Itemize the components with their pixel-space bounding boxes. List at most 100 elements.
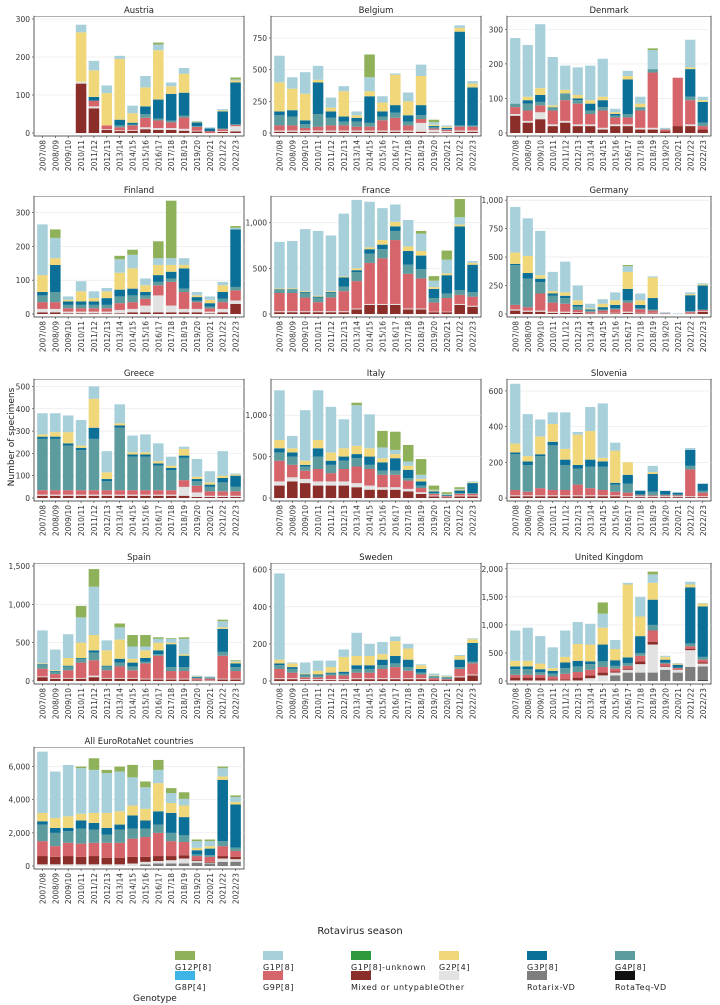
bar-segment xyxy=(454,667,465,669)
bar-segment xyxy=(217,858,228,862)
bar-segment xyxy=(467,675,478,681)
bar-segment xyxy=(622,312,633,314)
bar-segment xyxy=(191,476,203,480)
x-tick-label: 2013/14 xyxy=(353,321,362,352)
bar-segment xyxy=(635,495,646,497)
bar-segment xyxy=(75,304,87,309)
bar-segment xyxy=(312,456,324,469)
bar-segment xyxy=(287,240,298,289)
bar-segment xyxy=(101,85,113,94)
panel-title-strip xyxy=(271,550,481,563)
bar-segment xyxy=(522,100,533,104)
bar-segment xyxy=(697,309,708,311)
bar-segment xyxy=(610,115,621,118)
bar-segment xyxy=(153,50,164,100)
bar-segment xyxy=(75,490,87,495)
bar-segment xyxy=(510,630,521,661)
bar-segment xyxy=(165,467,177,471)
x-axis-title: Rotavirus season xyxy=(317,926,403,937)
bar-segment xyxy=(204,677,216,679)
bar-segment xyxy=(610,671,621,673)
x-tick-label: 2016/17 xyxy=(154,505,163,536)
bar-segment xyxy=(454,125,465,127)
bar-segment xyxy=(299,478,311,484)
bar-segment xyxy=(697,662,708,664)
bar-segment xyxy=(140,278,151,286)
bar-segment xyxy=(597,627,608,645)
bar-segment xyxy=(114,130,125,132)
bar-segment xyxy=(610,124,621,127)
bar-segment xyxy=(428,673,440,676)
bar-segment xyxy=(572,434,583,465)
bar-segment xyxy=(165,281,177,306)
bar-segment xyxy=(441,312,453,314)
bar-segment xyxy=(153,861,164,864)
bar-segment xyxy=(364,130,375,132)
bar-segment xyxy=(672,668,683,670)
bar-segment xyxy=(685,311,696,313)
bar-segment xyxy=(127,494,138,496)
bar-segment xyxy=(153,759,164,770)
y-tick-label: 0 xyxy=(498,494,503,503)
bar-segment xyxy=(217,846,228,857)
bar-segment xyxy=(274,448,285,453)
bar-segment xyxy=(299,124,311,128)
bar-segment xyxy=(50,312,61,314)
y-tick-label: 1,000 xyxy=(246,219,268,228)
bar-segment xyxy=(685,497,696,498)
x-tick-label: 2020/21 xyxy=(443,505,452,536)
bar-segment xyxy=(428,276,440,281)
bar-segment xyxy=(88,313,100,314)
bar-segment xyxy=(572,496,583,498)
bar-segment xyxy=(274,668,285,679)
y-tick-label: 300 xyxy=(16,15,31,24)
bar-segment xyxy=(428,678,440,681)
bar-segment xyxy=(560,89,571,94)
x-tick-label: 2008/09 xyxy=(288,505,297,536)
bar-segment xyxy=(312,295,324,297)
bar-segment xyxy=(660,669,671,681)
bar-segment xyxy=(114,639,125,659)
bar-segment xyxy=(647,473,658,492)
bar-segment xyxy=(351,308,362,310)
bar-segment xyxy=(101,308,113,312)
bar-segment xyxy=(178,457,190,481)
x-tick-label: 2013/14 xyxy=(353,688,362,719)
bar-segment xyxy=(622,288,633,301)
bar-segment xyxy=(428,489,440,491)
bar-segment xyxy=(351,309,362,314)
bar-segment xyxy=(467,639,478,643)
bar-segment xyxy=(75,311,87,314)
bar-segment xyxy=(127,658,138,663)
bar-segment xyxy=(37,663,48,665)
bar-segment xyxy=(428,676,440,678)
bar-segment xyxy=(88,108,100,133)
bar-segment xyxy=(610,665,621,669)
bar-segment xyxy=(390,112,401,118)
x-tick-label: 2022/23 xyxy=(699,688,708,719)
bar-segment xyxy=(230,678,241,680)
bar-segment xyxy=(274,440,285,449)
bar-segment xyxy=(274,115,285,126)
bar-segment xyxy=(217,766,228,769)
bar-segment xyxy=(88,304,100,309)
bar-segment xyxy=(50,436,61,439)
bar-segment xyxy=(560,303,571,312)
bar-segment xyxy=(535,636,546,664)
bar-segment xyxy=(204,678,216,681)
bar-segment xyxy=(127,113,138,123)
bar-segment xyxy=(299,292,311,294)
bar-segment xyxy=(647,599,658,625)
bar-segment xyxy=(364,665,375,669)
y-tick-label: 100 xyxy=(489,94,504,103)
bar-segment xyxy=(153,312,164,314)
bar-segment xyxy=(88,494,100,496)
bar-segment xyxy=(635,103,646,108)
bar-segment xyxy=(153,637,164,639)
bar-segment xyxy=(535,230,546,276)
bar-segment xyxy=(685,646,696,650)
bar-segment xyxy=(390,474,401,488)
bar-segment xyxy=(560,122,571,133)
